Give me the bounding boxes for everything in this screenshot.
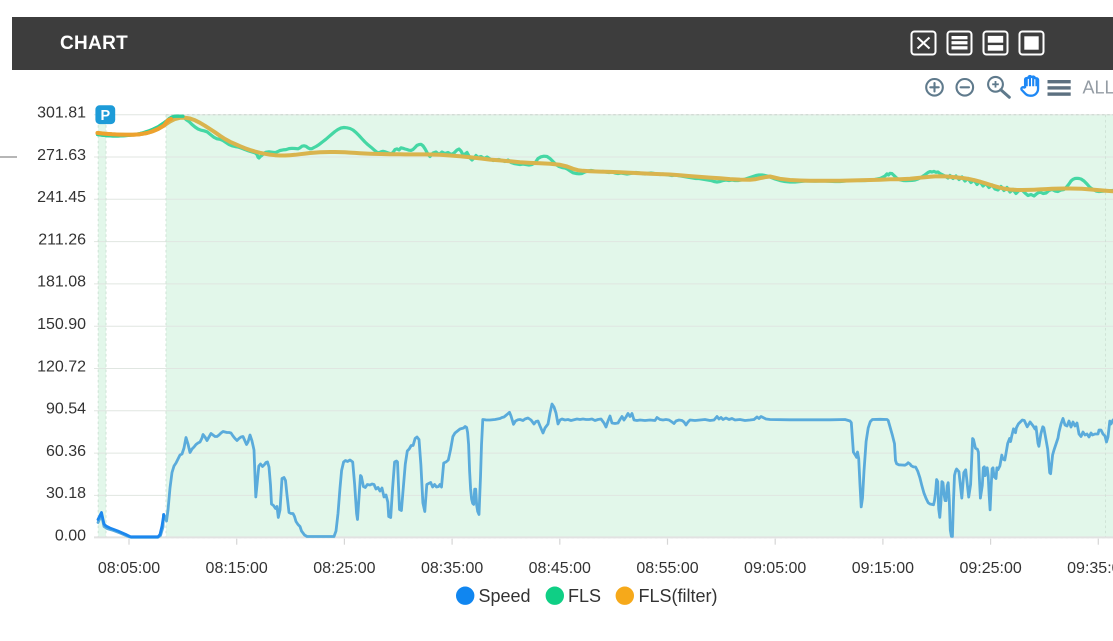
svg-text:60.36: 60.36 [46,443,86,460]
svg-text:09:35:00: 09:35:00 [1067,560,1113,577]
svg-text:241.45: 241.45 [37,189,86,206]
svg-text:301.81: 301.81 [37,105,86,122]
svg-text:181.08: 181.08 [37,274,86,291]
svg-text:FLS: FLS [568,586,601,606]
svg-text:ALL: ALL [1083,78,1113,98]
svg-text:09:15:00: 09:15:00 [852,560,914,577]
svg-text:30.18: 30.18 [46,485,86,502]
svg-text:08:15:00: 08:15:00 [206,560,268,577]
svg-text:09:05:00: 09:05:00 [744,560,806,577]
svg-text:Speed: Speed [479,586,531,606]
svg-text:150.90: 150.90 [37,316,86,333]
svg-text:90.54: 90.54 [46,401,86,418]
svg-text:271.63: 271.63 [37,147,86,164]
svg-text:08:25:00: 08:25:00 [313,560,375,577]
svg-text:211.26: 211.26 [38,231,86,248]
svg-text:08:35:00: 08:35:00 [421,560,483,577]
svg-text:FLS(filter): FLS(filter) [639,586,718,606]
svg-text:08:55:00: 08:55:00 [636,560,698,577]
svg-text:0.00: 0.00 [55,528,86,545]
svg-text:120.72: 120.72 [37,358,86,375]
svg-text:08:05:00: 08:05:00 [98,560,160,577]
svg-text:09:25:00: 09:25:00 [959,560,1021,577]
svg-text:08:45:00: 08:45:00 [529,560,591,577]
svg-text:P: P [100,108,110,124]
